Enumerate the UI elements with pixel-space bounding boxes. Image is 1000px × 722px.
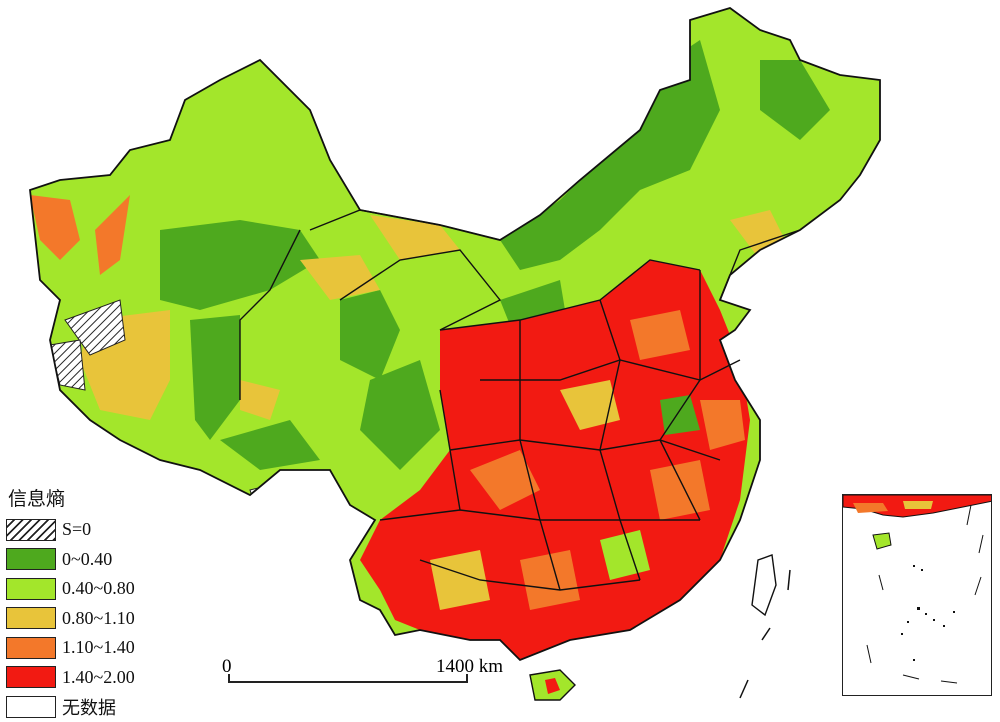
scale-tick xyxy=(466,674,468,683)
legend-swatch xyxy=(6,636,56,659)
maritime-lines xyxy=(739,569,791,699)
legend-label: 1.10~1.40 xyxy=(62,637,135,658)
scale-end-label: 1400 km xyxy=(436,656,504,677)
region-fills xyxy=(30,40,830,660)
scale-line xyxy=(228,681,468,683)
legend-label: 1.40~2.00 xyxy=(62,666,135,687)
legend-swatch xyxy=(6,548,56,571)
south-china-sea-inset xyxy=(842,494,992,696)
scale-bar: 0 1400 km xyxy=(222,656,532,700)
legend-item: 0.40~0.80 xyxy=(6,574,206,604)
scale-tick xyxy=(228,674,230,683)
legend-item: 0.80~1.10 xyxy=(6,604,206,634)
legend-swatch xyxy=(6,607,56,630)
legend-label: 0~0.40 xyxy=(62,548,113,569)
legend-swatch xyxy=(6,695,56,718)
taiwan-island xyxy=(751,554,777,617)
legend-item: 1.40~2.00 xyxy=(6,663,206,693)
legend-label: S=0 xyxy=(62,519,92,540)
inset-map xyxy=(843,495,991,684)
province-borders xyxy=(29,7,881,661)
legend-item: 无数据 xyxy=(6,692,206,722)
legend-label: 0.80~1.10 xyxy=(62,607,135,628)
legend-title: 信息熵 xyxy=(8,488,66,510)
scale-start-label: 0 xyxy=(222,656,232,677)
legend-swatch xyxy=(6,518,56,541)
legend-swatch xyxy=(6,666,56,689)
legend-label: 0.40~0.80 xyxy=(62,578,135,599)
legend: 信息熵 S=0 0~0.40 0.40~0.80 0.80~1.10 1.10~… xyxy=(6,484,206,722)
legend-item: 1.10~1.40 xyxy=(6,633,206,663)
legend-item: S=0 xyxy=(6,515,206,545)
legend-item: 0~0.40 xyxy=(6,545,206,575)
legend-swatch xyxy=(6,577,56,600)
legend-label: 无数据 xyxy=(62,697,116,718)
